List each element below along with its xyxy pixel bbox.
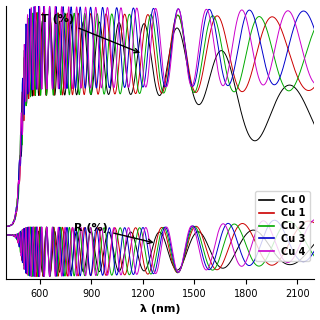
- Text: T (%): T (%): [41, 14, 139, 53]
- Legend: Cu 0, Cu 1, Cu 2, Cu 3, Cu 4: Cu 0, Cu 1, Cu 2, Cu 3, Cu 4: [255, 191, 309, 260]
- X-axis label: λ (nm): λ (nm): [140, 304, 180, 315]
- Text: R (%): R (%): [75, 223, 152, 244]
